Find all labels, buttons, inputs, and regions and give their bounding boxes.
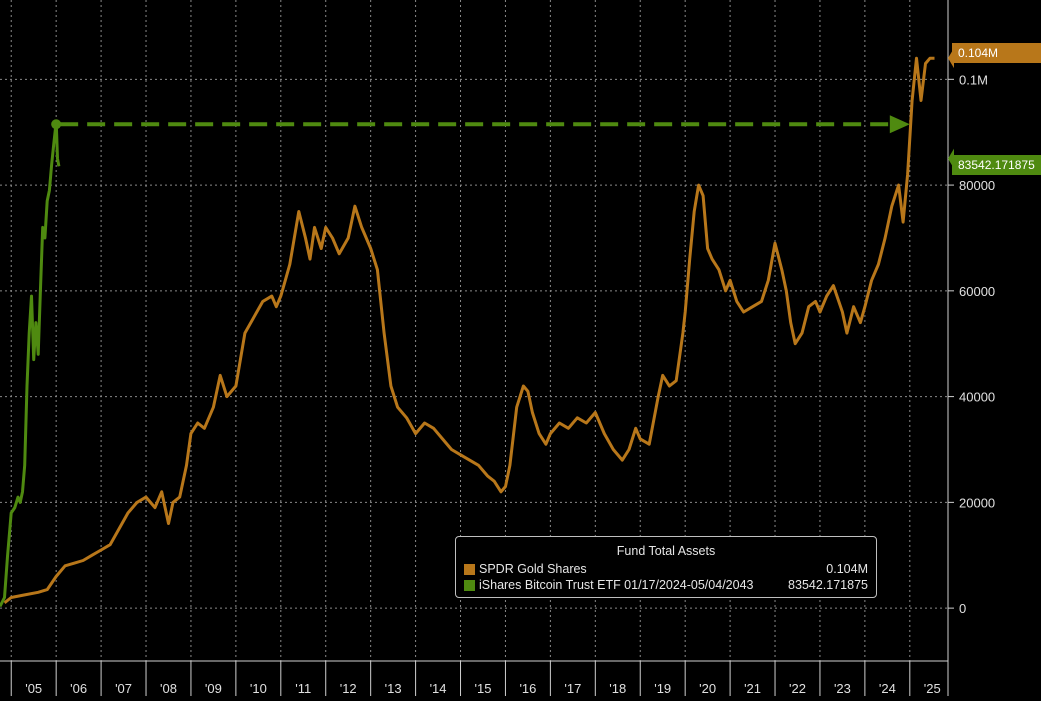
y-tick-label: 60000 (959, 284, 995, 299)
legend-value-gold: 0.104M (826, 562, 868, 576)
x-tick-label: '12 (340, 681, 357, 696)
x-tick-label: '17 (564, 681, 581, 696)
legend-swatch-bitcoin (464, 579, 475, 591)
legend-swatch-gold (464, 563, 475, 575)
series-line-bitcoin (0, 120, 61, 608)
y-tick-label: 0 (959, 601, 966, 616)
x-tick-label: '07 (115, 681, 132, 696)
x-tick-label: '19 (654, 681, 671, 696)
x-tick-label: '11 (295, 681, 311, 696)
legend-value-bitcoin: 83542.171875 (788, 578, 868, 592)
x-tick-label: '25 (924, 681, 941, 696)
annotation-start-dot (51, 119, 62, 130)
last-value-tag-gold: 0.104M (952, 43, 1041, 63)
legend: Fund Total Assets SPDR Gold Shares 0.104… (455, 536, 877, 598)
legend-label-bitcoin: iShares Bitcoin Trust ETF 01/17/2024-05/… (479, 578, 754, 592)
x-tick-label: '09 (205, 681, 222, 696)
x-tick-label: '24 (879, 681, 896, 696)
last-value-tag-bitcoin: 83542.171875 (952, 155, 1041, 175)
x-tick-label: '23 (834, 681, 851, 696)
legend-label-gold: SPDR Gold Shares (479, 562, 587, 576)
x-tick-label: '05 (25, 681, 42, 696)
y-tick-label: 0.1M (959, 72, 988, 87)
x-tick-label: '14 (430, 681, 447, 696)
legend-entry-gold: SPDR Gold Shares 0.104M (464, 561, 868, 577)
legend-title: Fund Total Assets (616, 544, 716, 558)
y-tick-label: 80000 (959, 178, 995, 193)
x-tick-label: '16 (519, 681, 536, 696)
y-tick-label: 20000 (959, 495, 995, 510)
x-tick-label: '15 (475, 681, 492, 696)
x-tick-label: '06 (70, 681, 87, 696)
x-tick-label: '20 (699, 681, 716, 696)
annotation-arrowhead (889, 115, 910, 134)
x-tick-label: '18 (609, 681, 626, 696)
x-tick-label: '10 (250, 681, 267, 696)
series-line-gold (3, 56, 935, 604)
legend-entry-bitcoin: iShares Bitcoin Trust ETF 01/17/2024-05/… (464, 577, 868, 593)
y-tick-label: 40000 (959, 390, 995, 405)
x-tick-label: '22 (789, 681, 806, 696)
x-tick-label: '08 (160, 681, 177, 696)
x-tick-label: '13 (385, 681, 402, 696)
x-tick-label: '21 (744, 681, 761, 696)
